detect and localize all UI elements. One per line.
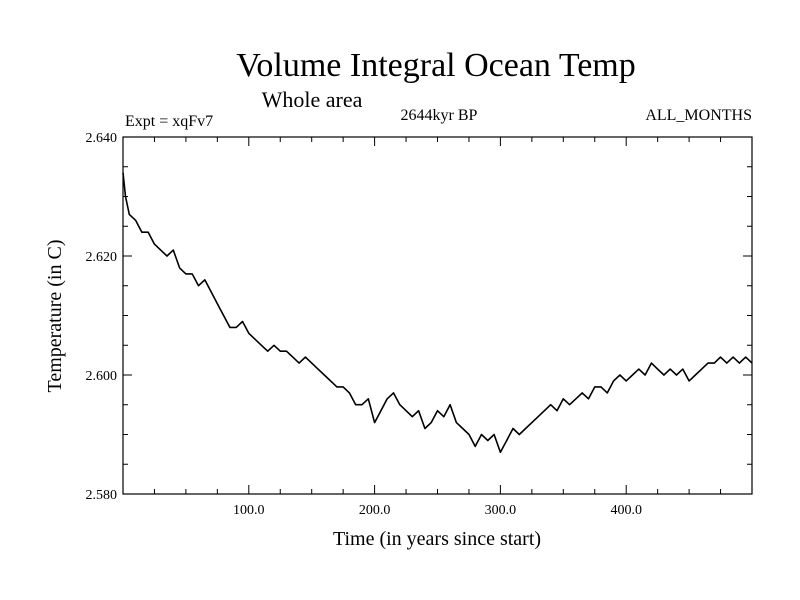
y-tick-label: 2.640: [86, 131, 118, 146]
y-tick-label: 2.620: [86, 250, 118, 265]
y-tick-labels: 2.580 2.600 2.620 2.640: [86, 131, 118, 503]
x-tick-labels: 100.0 200.0 300.0 400.0: [233, 503, 642, 518]
y-axis-label: Temperature (in C): [44, 240, 66, 393]
x-axis-label: Time (in years since start): [333, 528, 541, 550]
x-tick-label: 200.0: [359, 503, 391, 518]
axis-ticks: [123, 137, 752, 494]
months-label: ALL_MONTHS: [645, 107, 752, 124]
chart-subtitle: Whole area: [262, 87, 363, 112]
x-tick-label: 400.0: [610, 503, 642, 518]
x-tick-label: 300.0: [485, 503, 517, 518]
y-tick-label: 2.580: [86, 488, 118, 503]
x-tick-label: 100.0: [233, 503, 265, 518]
experiment-label: Expt = xqFv7: [125, 113, 213, 130]
temperature-series-line: [122, 172, 753, 454]
chart-title: Volume Integral Ocean Temp: [236, 47, 636, 84]
period-label: 2644kyr BP: [401, 107, 478, 124]
y-tick-label: 2.600: [86, 369, 118, 384]
plot-frame: [122, 136, 753, 495]
